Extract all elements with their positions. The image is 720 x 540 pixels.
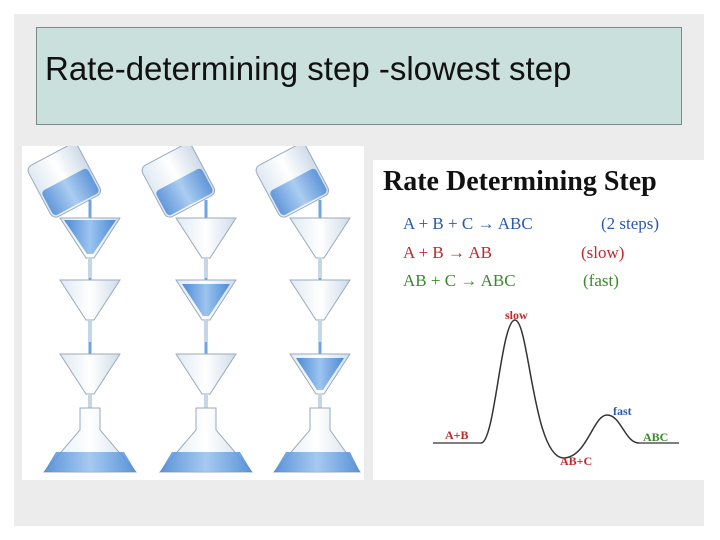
step2-equation: AB + C → ABC	[403, 271, 516, 290]
energy-diagram: Rate Determining Step A + B + C → ABC (2…	[373, 160, 718, 480]
setup-1	[27, 143, 138, 473]
overall-equation: A + B + C → ABC	[403, 214, 533, 233]
step1-note: (slow)	[581, 243, 625, 262]
overall-note: (2 steps)	[601, 214, 660, 233]
step2-note: (fast)	[583, 271, 619, 290]
intermediate-label: AB+C	[560, 454, 593, 468]
funnel-illustration	[22, 143, 364, 480]
slow-peak-label: slow	[505, 308, 528, 322]
slide-title: Rate-determining step -slowest step	[45, 50, 572, 87]
setup-2	[141, 143, 254, 473]
reactants-label: A+B	[445, 428, 469, 442]
energy-curve-svg	[433, 319, 679, 459]
fast-peak-label: fast	[613, 404, 632, 418]
funnel-svg	[27, 143, 361, 473]
slide: Rate-determining step -slowest step	[14, 14, 718, 526]
diagram-heading: Rate Determining Step	[383, 166, 657, 197]
setup-3	[255, 143, 361, 473]
step1-equation: A + B → AB	[403, 243, 492, 262]
energy-curve	[480, 319, 640, 459]
product-label: ABC	[643, 430, 669, 444]
title-box: Rate-determining step -slowest step	[36, 27, 682, 125]
